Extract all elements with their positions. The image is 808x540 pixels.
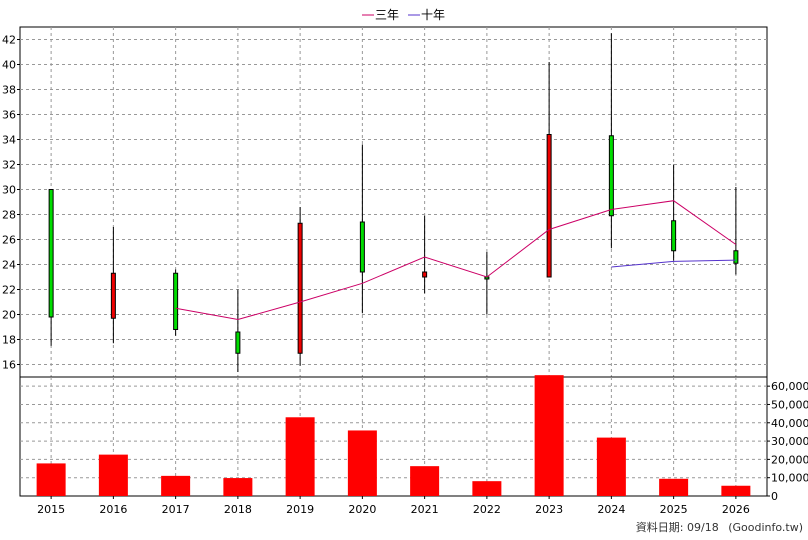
price-tick-label: 24 <box>2 259 16 272</box>
volume-bar <box>161 475 191 496</box>
volume-tick-label: 10,000 <box>771 472 808 485</box>
price-tick-label: 36 <box>2 109 16 122</box>
x-tick-label: 2025 <box>660 503 688 516</box>
candle-body-up <box>733 250 739 264</box>
price-tick-label: 26 <box>2 234 16 247</box>
x-tick-label: 2024 <box>597 503 625 516</box>
volume-bar <box>659 478 689 496</box>
volume-bar <box>721 485 751 496</box>
series-line <box>611 259 736 268</box>
candle-body-down <box>297 222 303 354</box>
volume-bar <box>285 417 315 496</box>
x-tick-label: 2023 <box>535 503 563 516</box>
x-axis: 2015 2016 2017 2018 2019 2020 2021 2022 2023 2024… <box>37 496 750 516</box>
price-tick-label: 34 <box>2 134 16 147</box>
candle-body-up <box>48 189 54 318</box>
price-tick-label: 32 <box>2 159 16 172</box>
footer-text: 資料日期: 09/18 (Goodinfo.tw) <box>636 520 803 534</box>
price-tick-label: 30 <box>2 184 16 197</box>
price-frame <box>19 26 768 378</box>
volume-tick-label: 50,000 <box>771 398 808 411</box>
x-tick-label: 2022 <box>473 503 501 516</box>
volume-bar <box>534 375 564 496</box>
volume-bar <box>347 430 377 496</box>
x-tick-label: 2020 <box>348 503 376 516</box>
volume-bar <box>223 478 253 496</box>
x-tick-label: 2018 <box>224 503 252 516</box>
volume-tick-label: 0 <box>771 490 778 503</box>
candle <box>235 289 241 372</box>
x-tick-label: 2016 <box>99 503 127 516</box>
candle <box>422 215 428 294</box>
legend-item: 三年 <box>362 8 399 22</box>
legend: 三年 十年 <box>362 8 445 22</box>
candle-body-up <box>173 272 179 330</box>
volume-tick-label: 60,000 <box>771 380 808 393</box>
x-tick-label: 2026 <box>722 503 750 516</box>
candle-body-up <box>671 220 677 252</box>
candle <box>671 164 677 261</box>
candle <box>297 207 303 366</box>
volume-bar <box>472 481 502 496</box>
volume-frame <box>19 376 768 497</box>
x-tick-label: 2019 <box>286 503 314 516</box>
price-tick-label: 18 <box>2 334 16 347</box>
candle <box>608 33 614 249</box>
legend-label: 三年 <box>375 8 399 22</box>
x-tick-label: 2021 <box>411 503 439 516</box>
price-tick-label: 40 <box>2 59 16 72</box>
volume-panel: 0 10,000 20,000 30,000 40,000 50,000 60,000 <box>19 375 808 503</box>
price-tick-label: 28 <box>2 209 16 222</box>
x-tick-label: 2015 <box>37 503 65 516</box>
candle-body-down <box>546 134 552 278</box>
candle <box>173 269 179 336</box>
candle <box>110 227 116 344</box>
volume-tick-label: 20,000 <box>771 453 808 466</box>
candle-body-down <box>422 271 428 278</box>
candle <box>359 144 365 314</box>
candle-body-up <box>235 331 241 354</box>
price-tick-label: 42 <box>2 34 16 47</box>
price-tick-label: 20 <box>2 309 16 322</box>
volume-bar <box>596 437 626 496</box>
price-tick-label: 38 <box>2 84 16 97</box>
candle-body-up <box>608 135 614 217</box>
candle-body-up <box>359 221 365 273</box>
date-label: 資料日期: 09/18 <box>636 520 719 534</box>
volume-bar <box>36 463 66 496</box>
series-line <box>175 200 737 321</box>
volume-tick-label: 30,000 <box>771 435 808 448</box>
candle <box>48 189 54 346</box>
candle-body-down <box>110 272 116 319</box>
volume-bar <box>98 454 128 496</box>
x-tick-label: 2017 <box>162 503 190 516</box>
price-tick-label: 22 <box>2 284 16 297</box>
volume-tick-label: 40,000 <box>771 417 808 430</box>
price-panel: 16 18 20 22 24 26 28 30 32 34 36 38 40 42 <box>2 26 768 378</box>
price-tick-label: 16 <box>2 359 16 372</box>
volume-bar <box>410 466 440 496</box>
source-label: (Goodinfo.tw) <box>728 521 803 534</box>
candle <box>546 62 552 278</box>
legend-label: 十年 <box>421 8 445 22</box>
legend-item: 十年 <box>408 8 445 22</box>
